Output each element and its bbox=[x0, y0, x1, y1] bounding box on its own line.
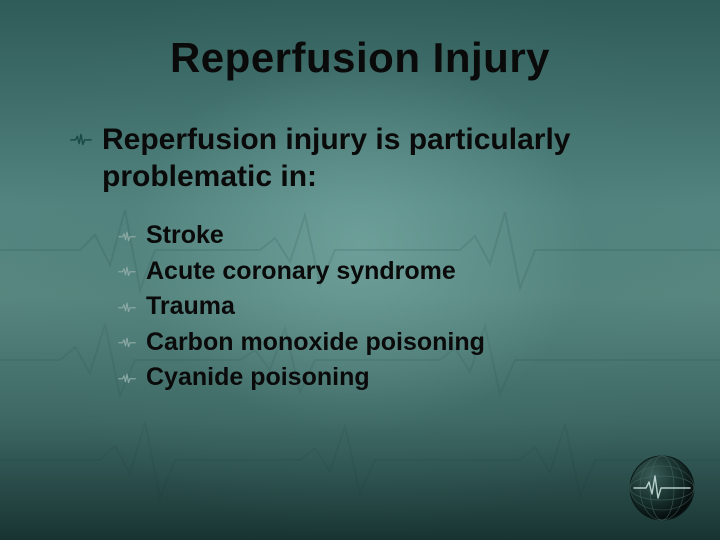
list-item-label: Carbon monoxide poisoning bbox=[146, 325, 485, 361]
heartbeat-bullet-icon bbox=[118, 265, 136, 277]
globe-icon bbox=[626, 452, 698, 524]
list-item-label: Stroke bbox=[146, 218, 224, 254]
lead-text: Reperfusion injury is particularly probl… bbox=[102, 122, 660, 195]
heartbeat-bullet-icon bbox=[118, 336, 136, 348]
heartbeat-bullet-icon bbox=[118, 372, 136, 384]
heartbeat-bullet-icon bbox=[118, 230, 136, 242]
sublist: Stroke Acute coronary syndrome Trauma Ca… bbox=[118, 218, 640, 396]
slide: Reperfusion Injury Reperfusion injury is… bbox=[0, 0, 720, 540]
list-item-label: Acute coronary syndrome bbox=[146, 254, 456, 290]
list-item-label: Cyanide poisoning bbox=[146, 360, 370, 396]
slide-title: Reperfusion Injury bbox=[0, 34, 720, 82]
list-item: Acute coronary syndrome bbox=[118, 254, 640, 290]
list-item: Cyanide poisoning bbox=[118, 360, 640, 396]
list-item-label: Trauma bbox=[146, 289, 235, 325]
lead-bullet: Reperfusion injury is particularly probl… bbox=[70, 122, 660, 195]
background-ekg-line bbox=[0, 400, 720, 520]
list-item: Trauma bbox=[118, 289, 640, 325]
heartbeat-bullet-icon bbox=[70, 132, 92, 146]
list-item: Stroke bbox=[118, 218, 640, 254]
heartbeat-bullet-icon bbox=[118, 301, 136, 313]
list-item: Carbon monoxide poisoning bbox=[118, 325, 640, 361]
